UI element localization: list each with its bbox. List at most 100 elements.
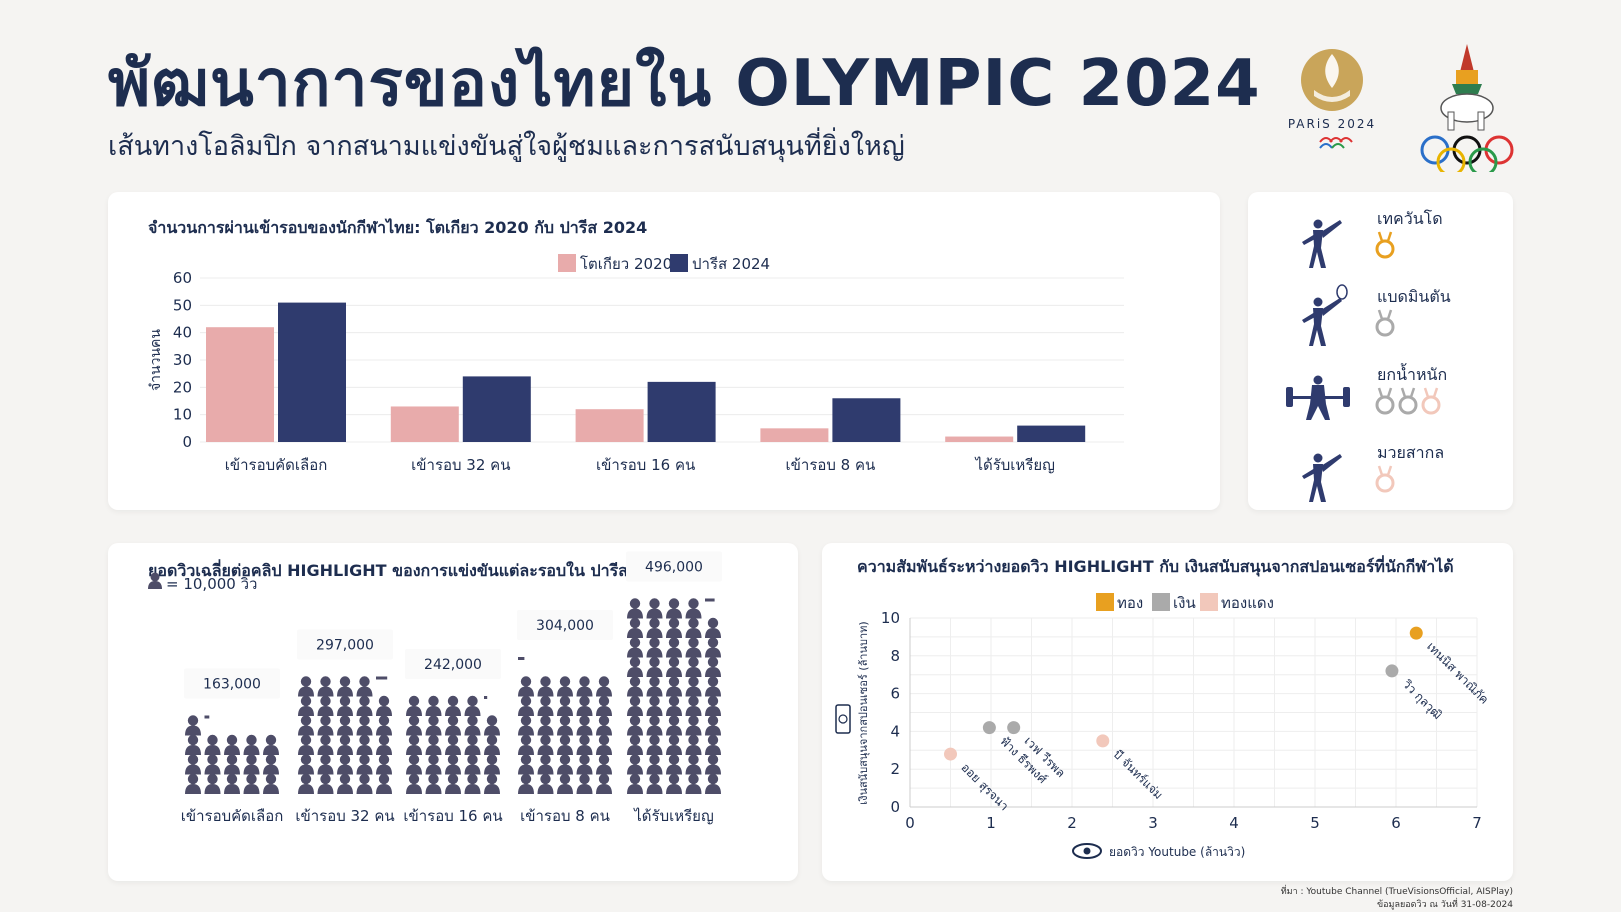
person-body	[557, 686, 573, 697]
page-subtitle: เส้นทางโอลิมปิก จากสนามแข่งขันสู่ใจผู้ชม…	[108, 131, 905, 162]
person-head	[378, 695, 390, 707]
person-icon	[705, 617, 721, 638]
person-head	[649, 734, 660, 746]
person-head	[598, 715, 610, 726]
y-tick-label: 20	[173, 378, 192, 396]
x-tick-label: 6	[1391, 814, 1401, 832]
person-body	[204, 784, 221, 794]
person-body	[557, 706, 573, 716]
person-head	[668, 734, 680, 746]
person-head	[300, 754, 312, 765]
person-body	[425, 725, 442, 736]
bar	[575, 409, 644, 442]
person-icon	[484, 773, 500, 794]
value-label-box	[297, 629, 393, 660]
person-body	[666, 725, 682, 736]
bar	[278, 302, 346, 442]
person-icon	[596, 734, 612, 755]
partial-person-icon	[705, 598, 715, 602]
person-icon	[376, 695, 392, 716]
person-body	[685, 608, 702, 619]
person-head	[649, 637, 660, 648]
athlete-arm	[1302, 468, 1317, 479]
x-tick-label: 1	[986, 814, 996, 832]
bar	[832, 398, 901, 442]
person-body	[596, 745, 612, 755]
person-head	[408, 734, 420, 746]
person-body	[425, 764, 442, 775]
person-head	[378, 754, 390, 765]
person-body	[518, 745, 534, 755]
person-body	[685, 706, 702, 716]
chart-title: จำนวนการผ่านเข้ารอบของนักกีฬาไทย: โตเกีย…	[148, 218, 648, 237]
bar	[647, 381, 716, 442]
money-icon	[835, 704, 851, 734]
person-body	[646, 686, 663, 697]
person-head	[540, 715, 551, 726]
person-body	[666, 784, 682, 794]
person-icon	[204, 754, 221, 775]
person-body	[376, 745, 392, 755]
person-body	[705, 725, 721, 736]
person-icon	[298, 715, 314, 736]
person-body	[666, 686, 682, 697]
person-icon	[356, 773, 373, 794]
person-icon	[204, 773, 221, 794]
partial-person-icon	[518, 657, 525, 660]
person-head	[408, 695, 420, 707]
person-head	[359, 754, 370, 765]
person-icon	[298, 754, 314, 775]
person-icon	[425, 773, 442, 794]
person-icon	[666, 637, 682, 658]
person-head	[668, 773, 680, 785]
person-body	[705, 686, 721, 697]
athlete-head	[1313, 375, 1323, 385]
person-head	[339, 715, 351, 726]
person-head	[226, 754, 238, 765]
person-body	[518, 686, 534, 697]
person-icon	[627, 734, 643, 755]
person-icon	[425, 715, 442, 736]
person-body	[356, 686, 373, 697]
person-body	[627, 706, 643, 716]
sport-label: เทควันโด	[1377, 209, 1443, 228]
person-icon	[425, 754, 442, 775]
person-head	[559, 773, 571, 785]
person-icon	[464, 695, 481, 716]
person-head	[359, 676, 370, 687]
person-head	[688, 617, 699, 629]
person-icon	[263, 734, 279, 755]
person-body	[464, 725, 481, 736]
person-body	[425, 745, 442, 755]
person-head	[447, 695, 459, 707]
weightlifting-icon	[1286, 375, 1350, 420]
person-icon	[317, 754, 334, 775]
person-icon	[627, 715, 643, 736]
person-body	[576, 784, 593, 794]
person-body	[185, 764, 201, 775]
legend-swatch	[558, 254, 576, 272]
person-head	[629, 598, 641, 609]
person-icon	[685, 676, 702, 697]
plate	[1343, 387, 1350, 407]
person-body	[337, 706, 353, 716]
person-body	[646, 745, 663, 755]
person-head	[540, 695, 551, 707]
person-icon	[518, 773, 534, 794]
person-head	[598, 754, 610, 765]
y-tick-label: 10	[881, 609, 900, 627]
person-icon	[557, 754, 573, 775]
person-head	[649, 676, 660, 687]
partial-person-icon	[376, 676, 388, 680]
athlete-head	[1313, 297, 1323, 307]
person-body	[627, 667, 643, 677]
person-icon	[185, 715, 201, 736]
person-icon	[185, 754, 201, 775]
value-label: 304,000	[536, 618, 594, 634]
athlete-body	[1309, 308, 1326, 346]
person-head	[320, 773, 331, 785]
person-head	[408, 773, 420, 785]
person-icon	[263, 773, 279, 794]
person-head	[629, 637, 641, 648]
person-head	[559, 734, 571, 746]
